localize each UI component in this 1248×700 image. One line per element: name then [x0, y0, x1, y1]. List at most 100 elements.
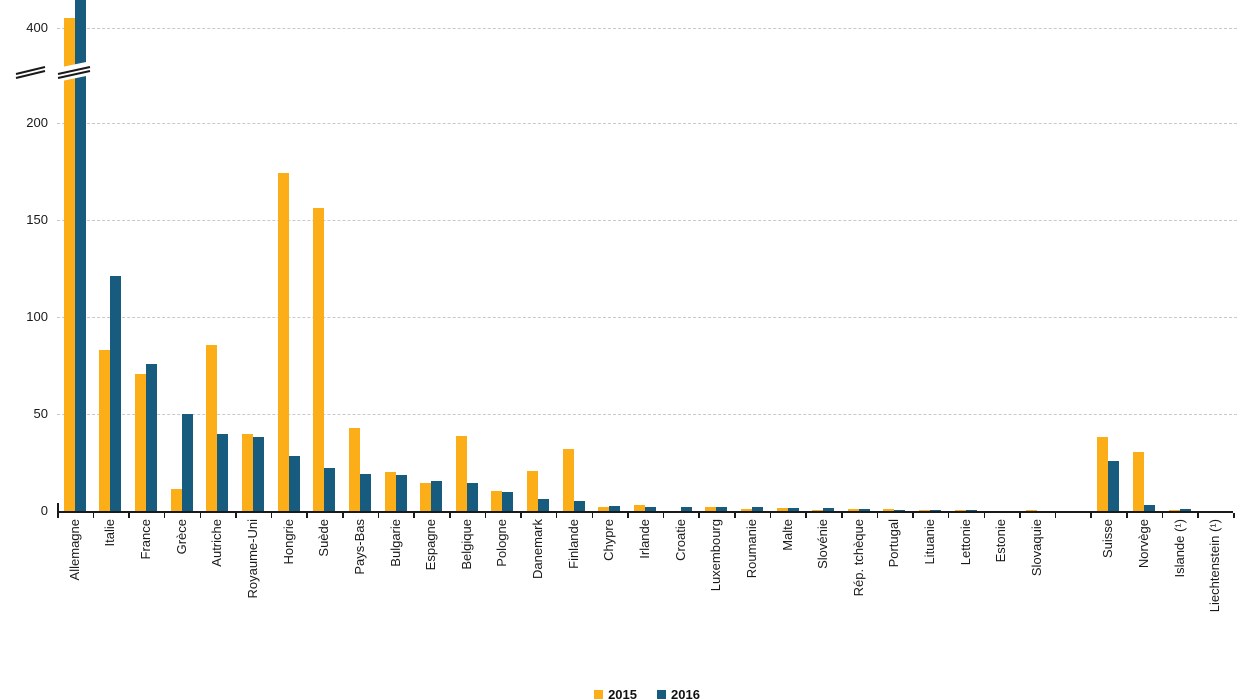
legend-swatch-2016: [657, 690, 666, 699]
x-axis-label-Chypre: Chypre: [601, 519, 617, 561]
x-axis-label-Rép. tchèque: Rép. tchèque: [850, 519, 866, 597]
bar-2015-Allemagne: [63, 18, 75, 511]
x-axis-label-Espagne: Espagne: [423, 519, 439, 571]
x-axis-tick: [876, 513, 879, 518]
bar-2016-Roumanie: [751, 507, 763, 511]
x-axis-tick: [484, 513, 487, 518]
bar-2016-Bulgarie: [395, 474, 407, 511]
bar-2016-Norvège: [1143, 504, 1155, 511]
y-axis-label-400: 400: [26, 20, 48, 35]
x-axis-tick: [1054, 513, 1057, 518]
x-axis-label-Estonie: Estonie: [993, 519, 1009, 563]
x-axis-tick: [1197, 513, 1199, 518]
x-axis-label-Royaume-Uni: Royaume-Uni: [245, 519, 260, 599]
y-axis-label-50: 50: [33, 406, 48, 421]
bar-2015-Malte: [776, 507, 788, 511]
bar-2015-Slovaquie: [1026, 510, 1037, 511]
x-axis-label-Finlande: Finlande: [565, 519, 581, 569]
bar-2016-Islande (¹): [1179, 508, 1191, 511]
x-axis-tick: [199, 513, 202, 518]
bar-2016-Lituanie: [930, 510, 942, 511]
legend-label-2016: 2016: [671, 687, 700, 700]
bar-2016-Finlande: [573, 500, 585, 511]
x-axis-tick: [698, 513, 700, 518]
bar-2015-Autriche: [206, 345, 218, 511]
bar-2015-France: [135, 374, 147, 511]
x-axis-tick: [841, 513, 843, 518]
x-axis-label-Lettonie: Lettonie: [957, 519, 973, 566]
x-axis-label-Danemark: Danemark: [530, 519, 546, 579]
x-axis-label-Suède: Suède: [316, 519, 332, 557]
bar-2016-Royaume-Uni: [253, 436, 264, 511]
bar-2015-Pologne: [491, 491, 503, 511]
bar-2016-Italie: [110, 275, 122, 511]
y-axis-tick: [57, 503, 59, 511]
bar-2016-Lettonie: [965, 510, 977, 511]
bar-2016-Pologne: [502, 491, 514, 511]
bar-2015-Suède: [313, 208, 325, 511]
x-axis-tick: [662, 513, 665, 518]
x-axis-label-Croatie: Croatie: [672, 519, 688, 561]
x-axis-tick: [734, 513, 736, 518]
x-axis-label-Grèce: Grèce: [173, 519, 189, 555]
gridline-200: [57, 123, 1237, 124]
bar-2016-Malte: [787, 507, 799, 511]
legend-item-2015: 2015: [594, 687, 637, 700]
x-axis-label-Autriche: Autriche: [209, 519, 225, 567]
x-axis-tick: [270, 513, 273, 518]
y-axis-label-0: 0: [40, 503, 48, 518]
bar-2015-Grèce: [170, 488, 182, 511]
x-axis-label-Norvège: Norvège: [1135, 519, 1151, 569]
bar-2015-Norvège: [1132, 451, 1144, 511]
x-axis-label-Allemagne: Allemagne: [66, 519, 82, 581]
x-axis-label-Italie: Italie: [102, 519, 118, 547]
bar-2016-Chypre: [609, 505, 621, 511]
x-axis-tick: [912, 513, 914, 518]
bar-2015-Bulgarie: [384, 471, 396, 511]
bar-2015-Roumanie: [740, 508, 752, 511]
bar-2015-Lettonie: [954, 510, 966, 511]
x-axis-label-Hongrie: Hongrie: [280, 519, 296, 565]
x-axis-tick: [947, 513, 950, 518]
bar-2015-Espagne: [420, 482, 432, 511]
x-axis-label-Lituanie: Lituanie: [922, 519, 938, 565]
x-axis-tick: [555, 513, 558, 518]
x-axis-tick: [1233, 513, 1235, 518]
bar-2016-Rép. tchèque: [858, 508, 870, 511]
x-axis-label-Bulgarie: Bulgarie: [387, 519, 403, 567]
x-axis-label-Slovénie: Slovénie: [815, 519, 831, 569]
bar-2016-Suède: [324, 467, 336, 511]
gridline-400: [57, 28, 1237, 29]
x-axis-label-Pays-Bas: Pays-Bas: [351, 519, 367, 575]
bar-2015-Islande (¹): [1168, 510, 1180, 511]
legend: 2015 2016: [57, 687, 1237, 700]
bar-2016-Belgique: [466, 483, 478, 511]
y-axis-label-150: 150: [26, 212, 48, 227]
bar-2015-Portugal: [883, 509, 895, 511]
x-axis-label-Liechtenstein (¹): Liechtenstein (¹): [1207, 519, 1223, 613]
bar-2015-Slovénie: [812, 510, 824, 511]
x-axis-label-Belgique: Belgique: [458, 519, 474, 570]
x-axis-tick: [235, 513, 237, 518]
x-axis-label-Malte: Malte: [779, 519, 795, 551]
bar-2016-Allemagne: [74, 0, 86, 511]
x-axis-tick: [92, 513, 95, 518]
x-axis-tick: [769, 513, 772, 518]
bar-2015-Lituanie: [919, 510, 931, 511]
x-axis-tick: [57, 513, 59, 518]
bar-2015-Danemark: [527, 470, 539, 511]
x-axis-tick: [627, 513, 629, 518]
bar-break-icon: [57, 61, 91, 82]
x-axis-label-Irlande: Irlande: [637, 519, 652, 559]
bar-2016-Slovénie: [823, 508, 835, 511]
y-axis-label-200: 200: [26, 115, 48, 130]
bar-2015-Royaume-Uni: [242, 433, 253, 511]
x-axis-tick: [342, 513, 344, 518]
bar-2016-France: [146, 363, 158, 511]
bar-2016-Grèce: [181, 414, 193, 511]
bar-2015-Rép. tchèque: [847, 508, 859, 511]
bar-2015-Luxembourg: [705, 506, 717, 511]
bar-2015-Irlande: [634, 504, 645, 511]
